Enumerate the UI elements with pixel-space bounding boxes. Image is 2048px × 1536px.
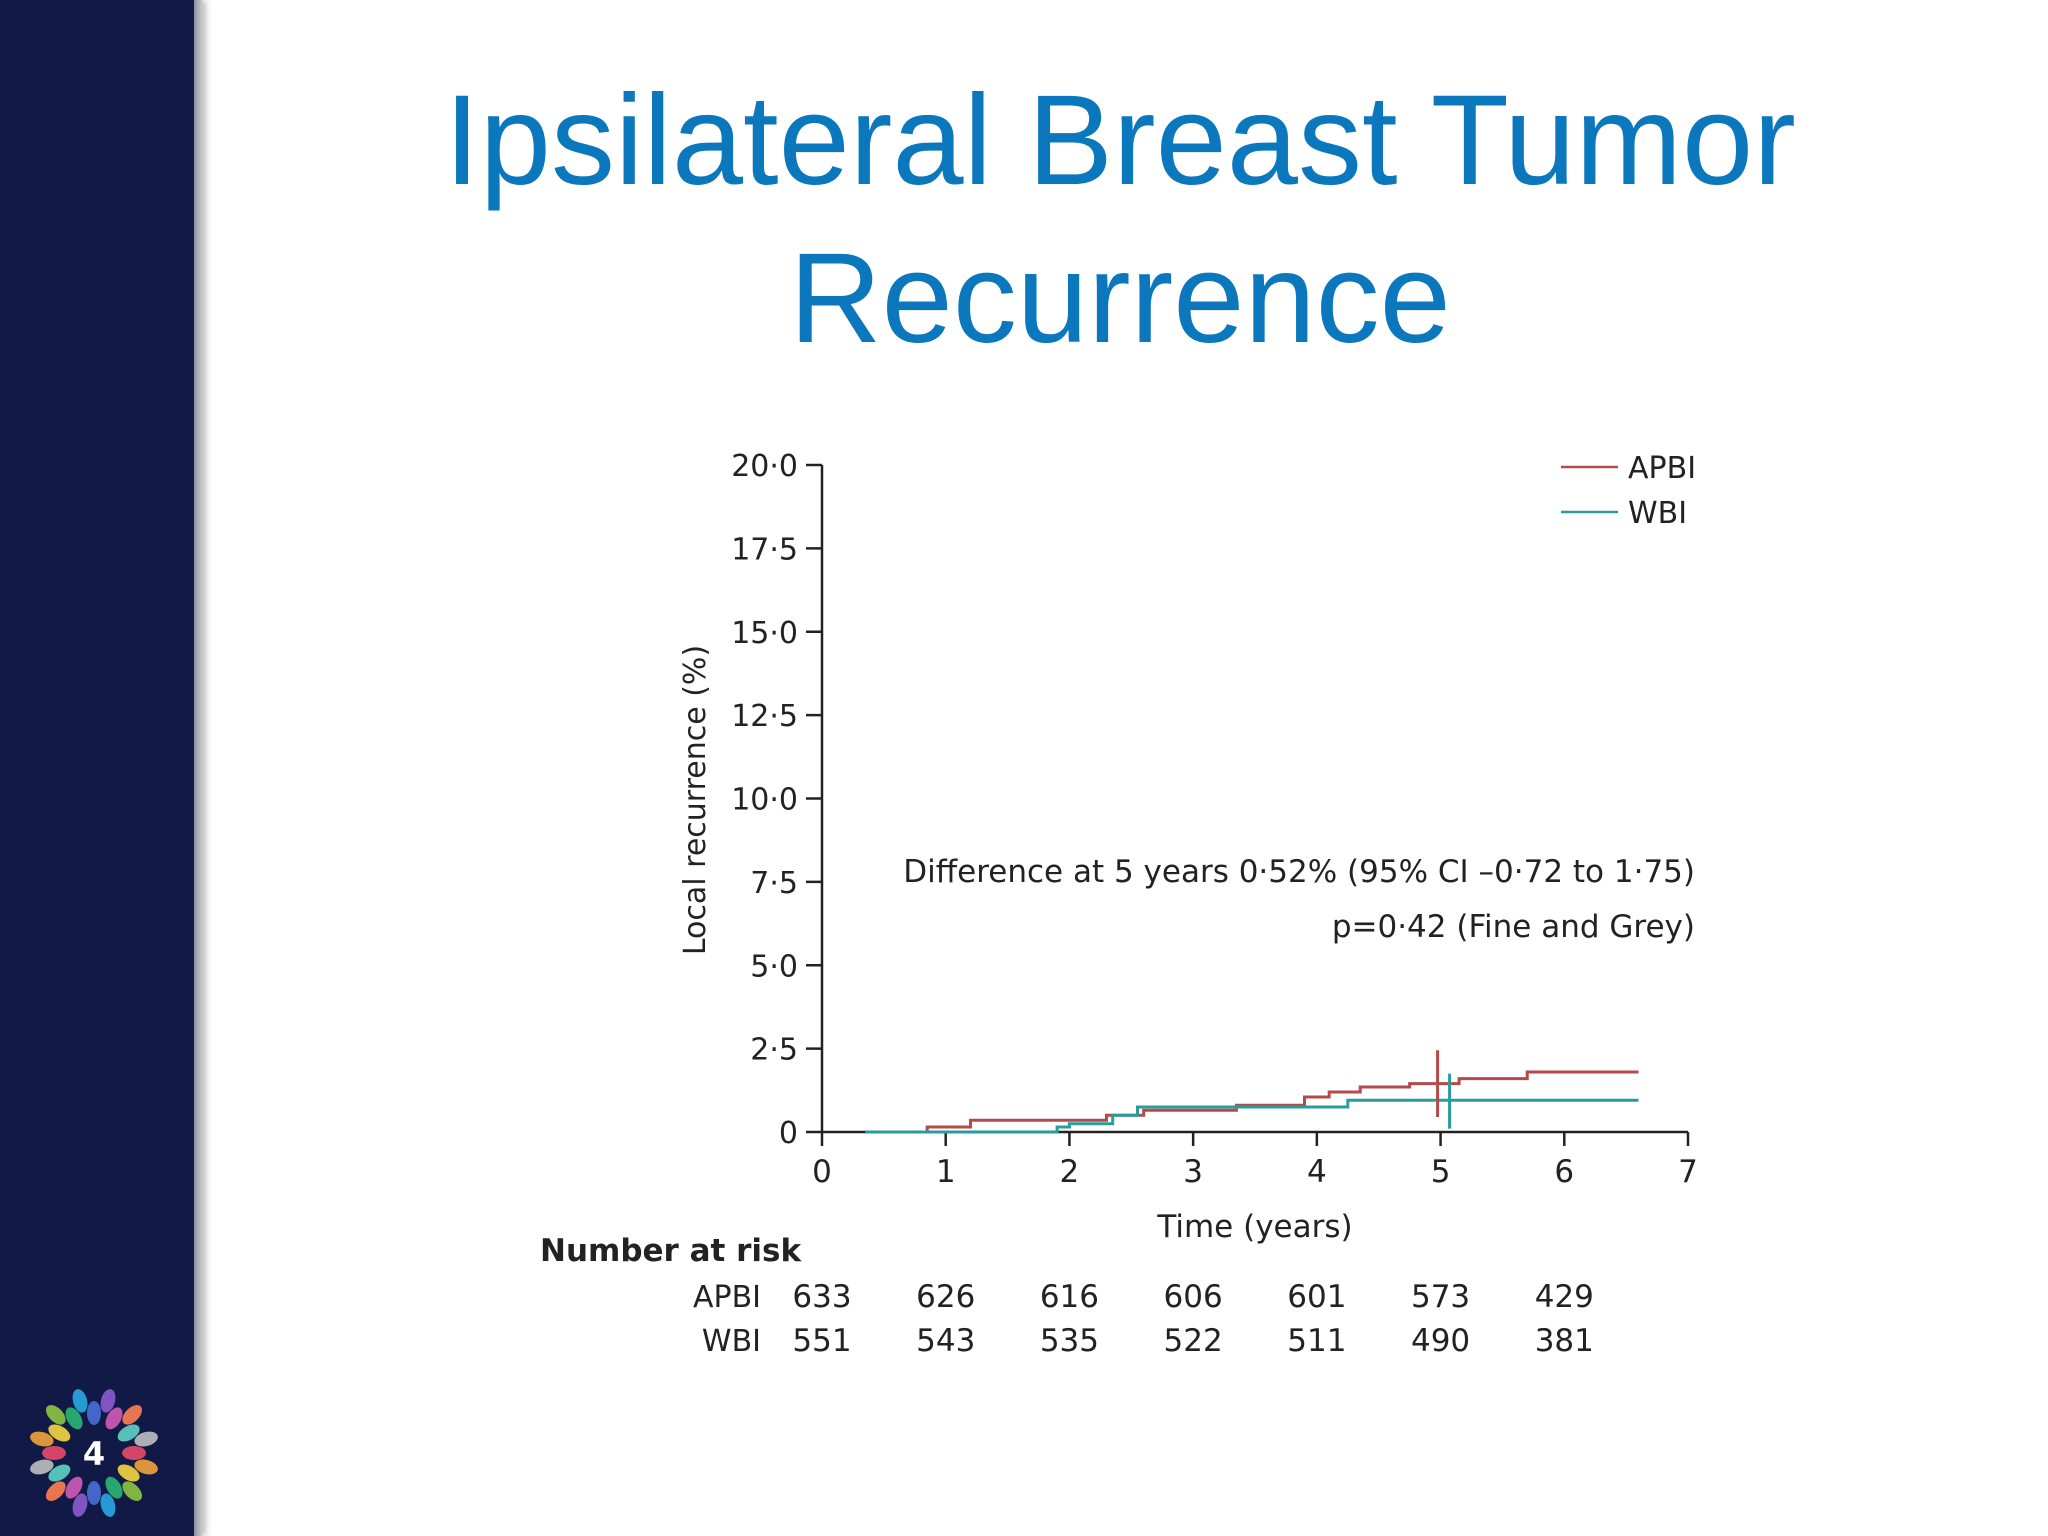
y-tick-label: 15·0: [731, 616, 798, 651]
chart-series: [865, 1050, 1639, 1134]
risk-value-apbi: 606: [1164, 1279, 1223, 1315]
y-tick-label: 12·5: [731, 699, 798, 734]
y-tick-label: 10·0: [731, 783, 798, 818]
risk-value-apbi: 573: [1411, 1279, 1470, 1315]
risk-row-label-wbi: WBI: [702, 1324, 761, 1359]
risk-value-wbi: 490: [1411, 1323, 1470, 1359]
y-tick-label: 5·0: [750, 949, 798, 984]
annotation-difference: Difference at 5 years 0·52% (95% CI –0·7…: [903, 854, 1695, 890]
y-tick-label: 17·5: [731, 532, 798, 567]
x-tick-label: 0: [812, 1154, 832, 1190]
x-tick-label: 3: [1183, 1154, 1203, 1190]
x-tick-label: 1: [936, 1154, 956, 1190]
risk-value-apbi: 633: [792, 1279, 851, 1315]
x-tick-label: 7: [1678, 1154, 1698, 1190]
risk-value-wbi: 522: [1164, 1323, 1223, 1359]
risk-value-apbi: 616: [1040, 1279, 1099, 1315]
x-axis-label: Time (years): [1156, 1209, 1352, 1245]
sidebar-edge: [194, 0, 202, 1536]
risk-value-apbi: 626: [916, 1279, 975, 1315]
y-tick-label: 20·0: [731, 449, 798, 484]
slide-title: Ipsilateral Breast Tumor Recurrence: [330, 62, 1910, 378]
sidebar-panel: [0, 0, 200, 1536]
series-line-wbi: [865, 1098, 1639, 1134]
annotation-p-value: p=0·42 (Fine and Grey): [1332, 909, 1695, 945]
y-axis-label: Local recurrence (%): [678, 645, 713, 955]
risk-value-apbi: 601: [1287, 1279, 1346, 1315]
risk-value-wbi: 381: [1535, 1323, 1594, 1359]
slide-title-line-2: Recurrence: [789, 227, 1451, 370]
chart-legend: APBI WBI: [1561, 451, 1696, 531]
y-tick-label: 2·5: [750, 1033, 798, 1068]
x-tick-label: 6: [1554, 1154, 1574, 1190]
risk-value-wbi: 535: [1040, 1323, 1099, 1359]
risk-value-wbi: 551: [792, 1323, 851, 1359]
x-tick-label: 5: [1431, 1154, 1451, 1190]
ribbon-wreath-logo-icon: 4: [30, 1389, 158, 1517]
logo-number: 4: [83, 1435, 105, 1473]
x-tick-label: 2: [1060, 1154, 1080, 1190]
chart-axes: 0 2·5 5·0 7·5 10·0 12·5 15·0 17·5 20·0 0 1 2 3 4 5 6 7: [731, 449, 1698, 1190]
legend-label-apbi: APBI: [1628, 451, 1696, 486]
risk-value-apbi: 429: [1535, 1279, 1594, 1315]
y-tick-label: 0: [779, 1116, 798, 1151]
risk-value-wbi: 511: [1287, 1323, 1346, 1359]
y-tick-label: 7·5: [750, 866, 798, 901]
legend-label-wbi: WBI: [1628, 496, 1687, 531]
risk-table-heading: Number at risk: [540, 1233, 803, 1269]
risk-value-wbi: 543: [916, 1323, 975, 1359]
series-line-apbi: [865, 1070, 1639, 1134]
risk-row-label-apbi: APBI: [693, 1280, 761, 1315]
risk-table: Number at risk APBI WBI 633 626 616 606 601 5…: [540, 1233, 1594, 1359]
x-tick-label: 4: [1307, 1154, 1327, 1190]
slide-title-line-1: Ipsilateral Breast Tumor: [444, 69, 1796, 212]
